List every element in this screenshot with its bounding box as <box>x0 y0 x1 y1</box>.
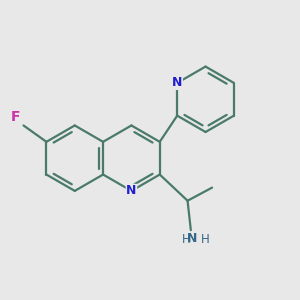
Text: F: F <box>11 110 20 124</box>
Text: N: N <box>187 232 198 245</box>
Text: H: H <box>182 233 191 246</box>
Text: N: N <box>172 76 182 89</box>
Text: H: H <box>201 233 209 246</box>
Text: N: N <box>126 184 136 197</box>
